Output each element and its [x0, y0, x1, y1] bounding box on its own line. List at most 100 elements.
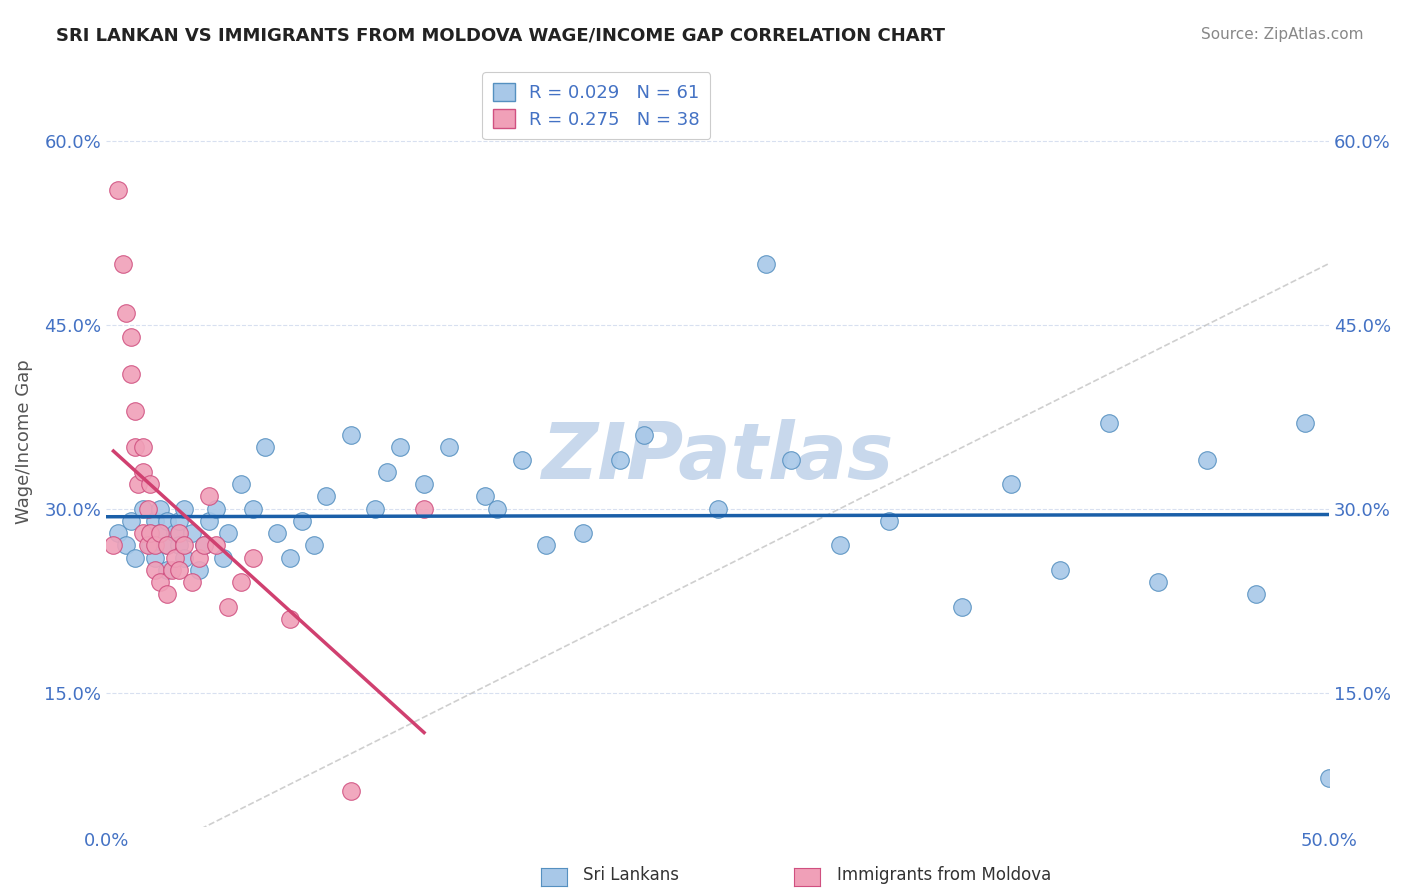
Point [149, 575, 172, 590]
Point [205, 501, 228, 516]
Point [413, 501, 436, 516]
Point [107, 526, 129, 541]
Point [950, 599, 973, 614]
Point [180, 575, 202, 590]
Point [1098, 416, 1121, 430]
Point [169, 526, 191, 541]
Point [1195, 452, 1218, 467]
Point [339, 783, 361, 797]
Point [139, 526, 162, 541]
Text: ZIPatlas: ZIPatlas [541, 418, 894, 495]
Point [156, 514, 179, 528]
Point [755, 256, 778, 270]
Point [173, 501, 195, 516]
Point [127, 477, 149, 491]
Point [217, 526, 239, 541]
Point [217, 599, 239, 614]
Point [474, 490, 496, 504]
Point [112, 256, 135, 270]
Point [609, 452, 631, 467]
Point [254, 441, 277, 455]
Point [486, 501, 509, 516]
Point [120, 330, 142, 344]
Text: Sri Lankans: Sri Lankans [583, 866, 679, 884]
Point [291, 514, 314, 528]
Point [136, 538, 159, 552]
Point [169, 514, 191, 528]
Point [229, 575, 252, 590]
Text: Source: ZipAtlas.com: Source: ZipAtlas.com [1201, 27, 1364, 42]
Point [188, 563, 211, 577]
Point [139, 526, 162, 541]
Point [339, 428, 361, 442]
Point [180, 526, 202, 541]
Point [193, 538, 215, 552]
Point [278, 550, 301, 565]
Point [1294, 416, 1316, 430]
Point [633, 428, 655, 442]
Y-axis label: Wage/Income Gap: Wage/Income Gap [15, 359, 32, 524]
Point [156, 587, 179, 601]
Point [364, 501, 387, 516]
Point [437, 441, 460, 455]
Point [103, 538, 125, 552]
Point [156, 538, 179, 552]
Point [107, 183, 129, 197]
Point [132, 501, 155, 516]
Point [1317, 772, 1340, 786]
Point [229, 477, 252, 491]
Point [114, 538, 136, 552]
Point [132, 465, 155, 479]
Point [136, 501, 159, 516]
Point [143, 514, 166, 528]
Point [242, 501, 264, 516]
Point [149, 526, 172, 541]
Point [163, 526, 186, 541]
Point [1146, 575, 1168, 590]
Point [163, 550, 186, 565]
Point [193, 538, 215, 552]
Point [124, 403, 146, 417]
Point [828, 538, 851, 552]
Point [173, 550, 195, 565]
Point [278, 612, 301, 626]
Point [242, 550, 264, 565]
Point [124, 441, 146, 455]
Point [149, 526, 172, 541]
Point [877, 514, 900, 528]
Point [1049, 563, 1071, 577]
Point [120, 514, 142, 528]
Text: Immigrants from Moldova: Immigrants from Moldova [837, 866, 1050, 884]
Point [572, 526, 595, 541]
Point [1244, 587, 1267, 601]
Point [173, 538, 195, 552]
Point [212, 550, 235, 565]
Point [198, 514, 221, 528]
Point [510, 452, 533, 467]
Legend: R = 0.029   N = 61, R = 0.275   N = 38: R = 0.029 N = 61, R = 0.275 N = 38 [482, 72, 710, 139]
Point [266, 526, 288, 541]
Point [139, 477, 162, 491]
Point [143, 538, 166, 552]
Point [780, 452, 803, 467]
Point [149, 501, 172, 516]
Point [160, 563, 183, 577]
Point [132, 441, 155, 455]
Point [302, 538, 325, 552]
Point [1000, 477, 1022, 491]
Point [132, 526, 155, 541]
Point [413, 477, 436, 491]
Point [388, 441, 411, 455]
Point [124, 550, 146, 565]
Point [169, 563, 191, 577]
Point [143, 563, 166, 577]
Point [706, 501, 728, 516]
Point [315, 490, 337, 504]
Point [205, 538, 228, 552]
Point [120, 367, 142, 381]
Point [114, 305, 136, 319]
Point [156, 538, 179, 552]
Point [188, 550, 211, 565]
Point [377, 465, 399, 479]
Point [156, 563, 179, 577]
